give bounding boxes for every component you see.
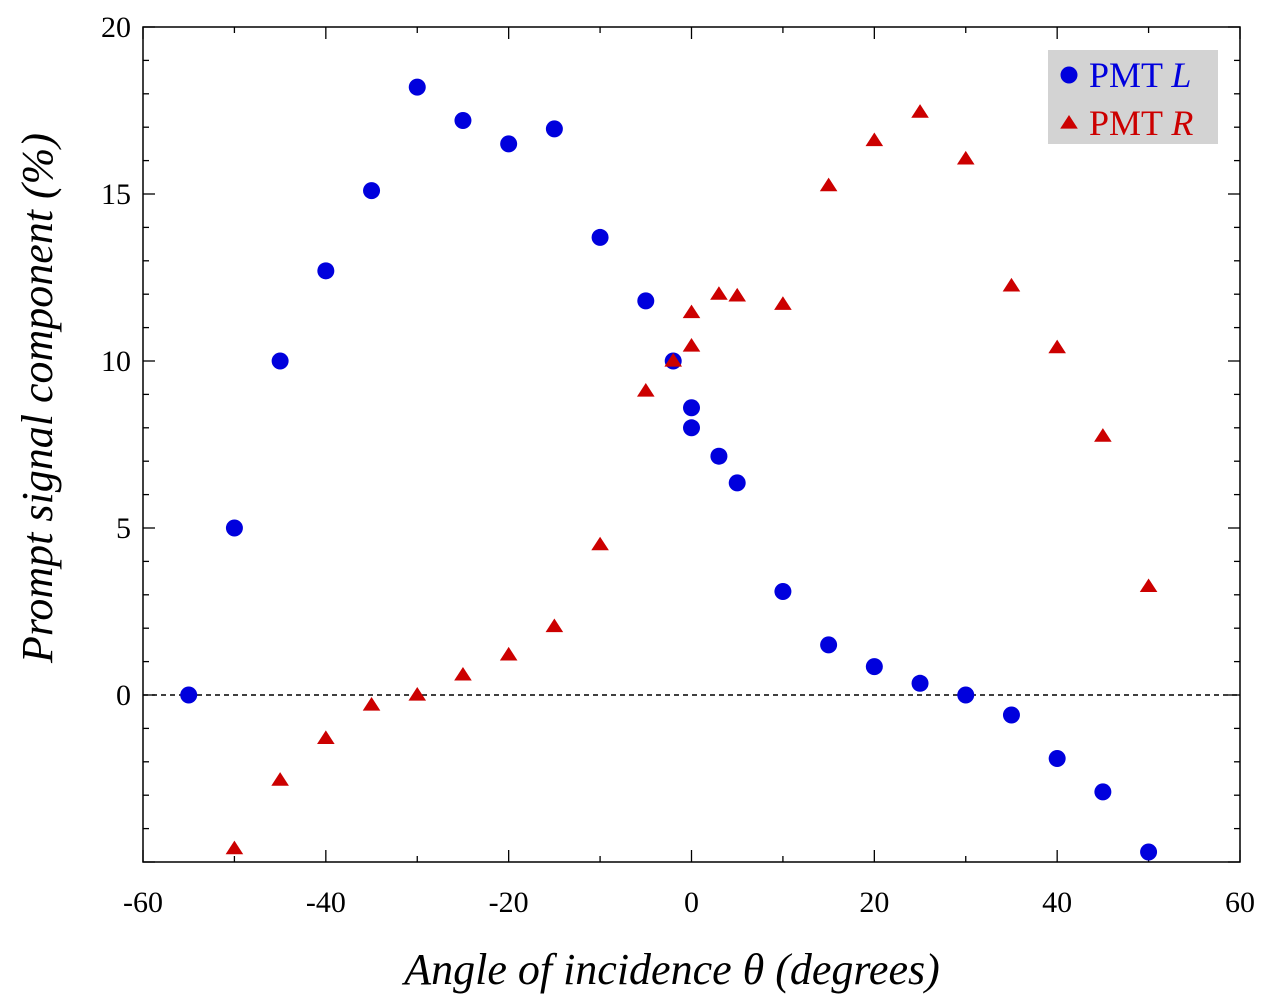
pmt-r-point xyxy=(1094,428,1112,442)
plot-frame xyxy=(142,26,1241,863)
data-points xyxy=(180,78,1158,861)
x-tick-label: 0 xyxy=(684,886,699,919)
pmt-l-point xyxy=(545,120,563,138)
pmt-l-point xyxy=(865,658,883,676)
legend-label: PMT L xyxy=(1089,55,1191,95)
x-axis-title: Angle of incidence θ (degrees) xyxy=(401,945,940,994)
legend: PMT L PMT R xyxy=(1048,50,1218,144)
pmt-l-point xyxy=(1002,706,1020,724)
pmt-r-point xyxy=(225,840,244,855)
pmt-l-point xyxy=(454,112,472,130)
pmt-r-point xyxy=(1002,277,1021,292)
pmt-l-point xyxy=(1094,783,1112,801)
series-R xyxy=(225,104,1158,855)
pmt-l-point xyxy=(180,686,198,704)
pmt-l-point xyxy=(271,352,289,370)
pmt-l-point xyxy=(591,228,609,246)
x-tick-label: -20 xyxy=(489,886,529,919)
pmt-l-point xyxy=(225,519,243,537)
pmt-r-point xyxy=(664,353,683,367)
x-tick-label: 60 xyxy=(1225,886,1255,919)
pmt-r-point xyxy=(682,337,701,352)
y-tick-labels: 0 5 10 15 20 xyxy=(101,11,131,712)
pmt-r-point xyxy=(819,177,838,192)
pmt-l-point xyxy=(710,447,728,465)
pmt-r-point xyxy=(591,536,609,551)
pmt-l-point xyxy=(911,674,929,692)
pmt-l-point xyxy=(317,262,335,280)
pmt-r-point xyxy=(454,666,472,681)
pmt-r-point xyxy=(317,730,335,745)
pmt-r-point xyxy=(728,287,747,302)
x-tick-label: 40 xyxy=(1042,886,1072,919)
legend-label: PMT R xyxy=(1089,103,1193,143)
legend-marker-R xyxy=(1060,115,1078,129)
pmt-l-point xyxy=(683,399,700,417)
y-tick-label: 20 xyxy=(101,11,131,44)
pmt-l-point xyxy=(728,474,746,492)
y-tick-label: 10 xyxy=(101,345,131,378)
pmt-l-point xyxy=(683,419,700,437)
pmt-l-point xyxy=(363,182,381,200)
pmt-l-point xyxy=(957,686,975,704)
pmt-r-point xyxy=(545,618,564,633)
pmt-r-point xyxy=(1048,339,1066,354)
series-L xyxy=(180,78,1158,861)
pmt-r-point xyxy=(774,296,792,310)
pmt-r-point xyxy=(362,697,381,711)
pmt-l-point xyxy=(774,582,792,600)
x-tick-labels: -60 -40 -20 0 20 40 60 xyxy=(123,886,1255,919)
pmt-r-point xyxy=(865,132,884,147)
pmt-l-point xyxy=(820,636,838,654)
pmt-r-point xyxy=(499,646,518,661)
pmt-l-point xyxy=(1048,749,1066,767)
x-tick-label: 20 xyxy=(859,886,889,919)
pmt-r-point xyxy=(710,286,728,300)
axis-ticks xyxy=(142,26,1241,863)
pmt-l-point xyxy=(637,292,655,310)
pmt-r-point xyxy=(271,772,289,786)
pmt-l-point xyxy=(1140,843,1158,861)
pmt-r-point xyxy=(956,150,975,165)
pmt-l-point xyxy=(408,78,426,96)
pmt-r-point xyxy=(911,104,929,118)
pmt-r-point xyxy=(408,687,427,701)
x-tick-label: -60 xyxy=(123,886,163,919)
pmt-r-point xyxy=(682,304,701,319)
y-tick-label: 15 xyxy=(101,178,131,211)
y-tick-label: 5 xyxy=(116,512,131,545)
plot-area xyxy=(142,26,1241,863)
pmt-r-point xyxy=(636,383,655,397)
pmt-r-point xyxy=(1139,578,1158,593)
y-axis-title: Prompt signal component (%) xyxy=(13,133,62,664)
x-tick-label: -40 xyxy=(306,886,346,919)
pmt-l-point xyxy=(500,135,518,153)
legend-marker-L xyxy=(1060,66,1078,84)
y-tick-label: 0 xyxy=(116,679,131,712)
